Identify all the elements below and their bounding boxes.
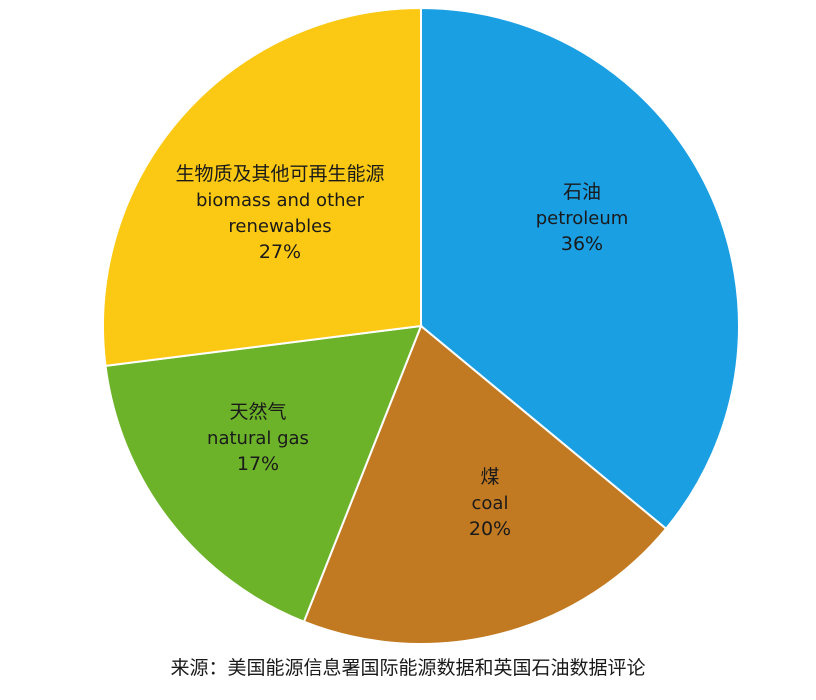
pie-slice-petroleum xyxy=(420,6,740,531)
slice-label-pct-coal: 20% xyxy=(469,518,511,540)
slice-label-en-natural-gas: natural gas xyxy=(207,428,309,449)
slice-label-en-biomass-1: biomass and other xyxy=(196,190,365,211)
pie-slice-coal xyxy=(302,324,668,645)
pie-slice-natural-gas xyxy=(104,324,423,623)
pie-slice-biomass xyxy=(102,6,422,367)
pie-chart: 石油 petroleum 36% 煤 coal 20% 天然气 natural gas 17% 生… xyxy=(102,6,740,645)
slice-label-en-coal: coal xyxy=(472,493,509,514)
source-caption: 来源：美国能源信息署国际能源数据和英国石油数据评论 xyxy=(170,657,646,679)
slice-label-zh-coal: 煤 xyxy=(480,466,499,488)
slice-label-pct-natural-gas: 17% xyxy=(237,453,279,475)
slice-label-pct-petroleum: 36% xyxy=(561,233,603,255)
slice-label-en-petroleum: petroleum xyxy=(536,208,629,229)
slice-label-pct-biomass: 27% xyxy=(259,241,301,263)
pie-labels: 石油 petroleum 36% 煤 coal 20% 天然气 natural gas 17% 生… xyxy=(175,163,628,540)
slice-label-en-biomass-2: renewables xyxy=(228,216,331,237)
slice-label-zh-biomass: 生物质及其他可再生能源 xyxy=(175,163,384,185)
pie-slices xyxy=(102,6,740,645)
slice-label-zh-natural-gas: 天然气 xyxy=(229,401,286,423)
slice-label-zh-petroleum: 石油 xyxy=(563,181,601,203)
